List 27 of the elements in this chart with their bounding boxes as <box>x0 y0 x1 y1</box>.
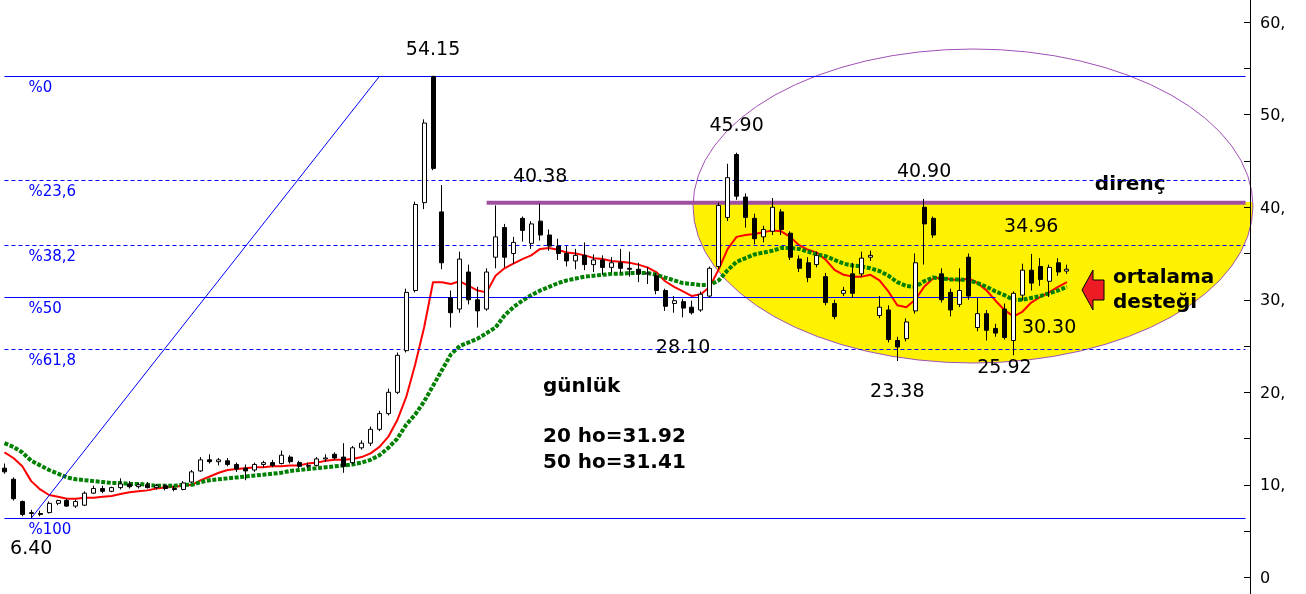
annotation: 23.38 <box>870 378 925 401</box>
y-tick-label: 30, <box>1260 290 1286 310</box>
ref-line-label: %100 <box>28 519 72 538</box>
annotation: 28.10 <box>655 334 711 357</box>
annotation: 40.38 <box>512 164 568 187</box>
annotation: 20 ho=31.92 <box>543 423 686 447</box>
ref-line-label: %23,6 <box>28 182 77 201</box>
ref-line-label: %61,8 <box>28 350 77 369</box>
annotation: ortalama desteği <box>1113 263 1222 313</box>
annotation: 50 ho=31.41 <box>543 449 686 473</box>
y-tick-label: 40, <box>1260 197 1286 217</box>
y-tick-label: 20, <box>1260 382 1286 402</box>
annotation: 6.40 <box>10 535 53 558</box>
annotation: 40.90 <box>896 159 952 182</box>
annotation: 25.92 <box>977 355 1032 378</box>
ref-line-label: %50 <box>28 298 62 317</box>
annotation: 45.90 <box>709 113 764 136</box>
annotation: 34.96 <box>1004 214 1059 237</box>
y-tick-label: 50, <box>1260 105 1286 125</box>
y-tick-label: 60, <box>1260 12 1286 32</box>
ref-line-label: %38,2 <box>28 246 77 265</box>
y-tick-label: 10, <box>1260 475 1286 495</box>
annotation: günlük <box>543 373 621 397</box>
y-tick-label: 0 <box>1260 567 1271 587</box>
annotation: 30.30 <box>1021 314 1077 337</box>
annotation: 54.15 <box>405 36 461 59</box>
ref-line-label: %0 <box>28 77 53 96</box>
